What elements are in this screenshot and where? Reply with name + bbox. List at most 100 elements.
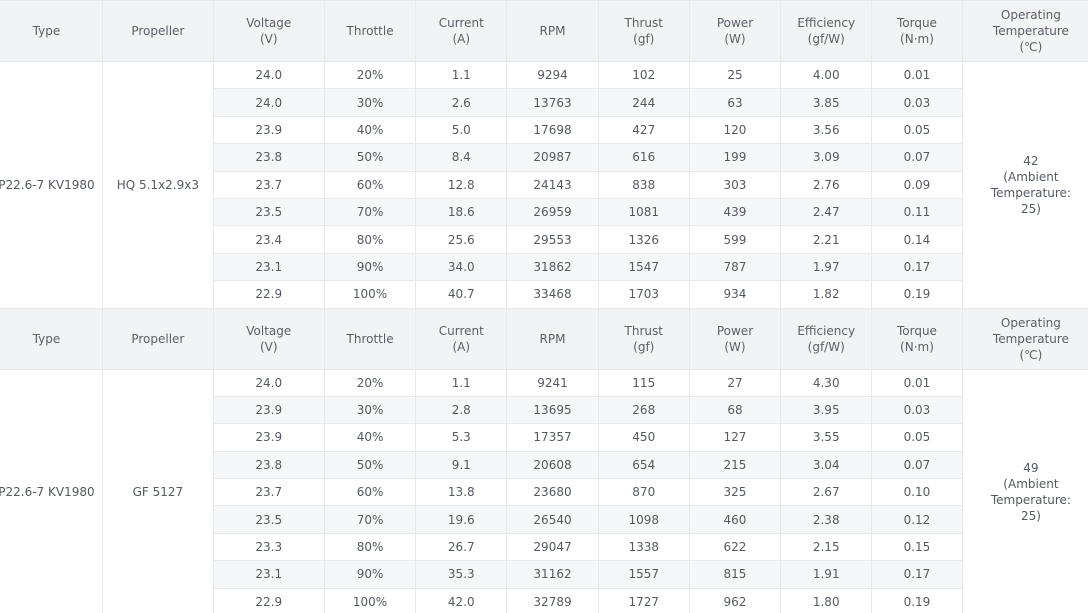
current-cell: 5.0 — [415, 115, 508, 145]
column-header-voltage: Voltage (V) — [212, 0, 325, 62]
rpm-cell: 24143 — [506, 170, 599, 199]
column-header-line: (gf) — [633, 339, 655, 354]
current-cell: 1.1 — [415, 60, 508, 90]
throttle-cell: 50% — [323, 143, 417, 172]
torque-cell: 0.10 — [871, 478, 963, 507]
thrust-cell: 1727 — [597, 587, 690, 613]
column-header-torque: Torque (N·m) — [871, 0, 963, 62]
column-header-throttle: Throttle — [323, 0, 417, 62]
current-cell: 40.7 — [415, 280, 508, 309]
column-header-line: (gf/W) — [807, 339, 845, 354]
table-row: 22.9 100% 42.0 32789 1727 962 1.80 0.19 — [0, 587, 1088, 613]
current-cell: 19.6 — [415, 505, 508, 534]
propeller-cell: GF 5127 — [101, 368, 214, 613]
column-header-line: Propeller — [131, 24, 185, 38]
thrust-cell: 838 — [597, 170, 690, 199]
column-header-line: Torque — [896, 323, 937, 338]
current-cell: 34.0 — [415, 252, 508, 282]
thrust-cell: 654 — [597, 450, 690, 480]
column-header-line: Throttle — [346, 331, 394, 346]
throttle-cell: 40% — [323, 423, 417, 452]
thrust-cell: 1703 — [597, 280, 690, 309]
rpm-cell: 29553 — [506, 225, 599, 254]
current-cell: 9.1 — [415, 450, 508, 480]
column-header-line: (A) — [452, 32, 471, 46]
voltage-cell: 23.7 — [212, 170, 325, 199]
efficiency-cell: 2.38 — [780, 505, 873, 534]
voltage-cell: 22.9 — [212, 587, 325, 613]
table-row: 24.0 30% 2.6 13763 244 63 3.85 0.03 — [0, 88, 1088, 117]
efficiency-cell: 2.21 — [780, 225, 873, 254]
throttle-cell: 20% — [323, 60, 417, 90]
throttle-cell: 40% — [323, 115, 417, 145]
power-cell: 63 — [688, 88, 782, 117]
rpm-cell: 29047 — [506, 532, 599, 562]
power-cell: 27 — [688, 368, 782, 397]
voltage-cell: 23.4 — [212, 225, 325, 254]
column-header-rpm: RPM — [506, 0, 599, 62]
column-header-torque: Torque (N·m) — [871, 307, 963, 370]
torque-cell: 0.03 — [871, 395, 963, 425]
efficiency-cell: 1.97 — [780, 252, 873, 282]
torque-cell: 0.12 — [871, 505, 963, 534]
table-row: 23.9 40% 5.3 17357 450 127 3.55 0.05 — [0, 423, 1088, 452]
column-header-line: (W) — [724, 339, 746, 354]
torque-cell: 0.01 — [871, 60, 963, 90]
thrust-cell: 427 — [597, 115, 690, 145]
thrust-cell: 870 — [597, 478, 690, 507]
rpm-cell: 13695 — [506, 395, 599, 425]
column-header-thrust: Thrust (gf) — [597, 307, 690, 370]
thrust-cell: 268 — [597, 395, 690, 425]
throttle-cell: 80% — [323, 225, 417, 254]
torque-cell: 0.17 — [871, 560, 963, 589]
column-header-line: Voltage — [246, 323, 292, 338]
temperature-line: 25) — [1020, 201, 1041, 216]
torque-cell: 0.19 — [871, 587, 963, 613]
voltage-cell: 23.3 — [212, 532, 325, 562]
power-cell: 325 — [688, 478, 782, 507]
thrust-cell: 450 — [597, 423, 690, 452]
table-row: 23.8 50% 9.1 20608 654 215 3.04 0.07 — [0, 450, 1088, 480]
table-row: 23.5 70% 18.6 26959 1081 439 2.47 0.11 — [0, 197, 1088, 227]
voltage-cell: 23.9 — [212, 115, 325, 145]
table-row: 23.7 60% 12.8 24143 838 303 2.76 0.09 — [0, 170, 1088, 199]
throttle-cell: 90% — [323, 560, 417, 589]
efficiency-cell: 3.55 — [780, 423, 873, 452]
throttle-cell: 70% — [323, 197, 417, 227]
column-header-current: Current (A) — [415, 307, 508, 370]
column-header-temperature: Operating Temperature (℃) — [961, 307, 1088, 370]
voltage-cell: 22.9 — [212, 280, 325, 309]
column-header-power: Power (W) — [688, 0, 782, 62]
temperature-line: Temperature: — [990, 493, 1071, 508]
rpm-cell: 13763 — [506, 88, 599, 117]
temperature-line: 49 — [1023, 461, 1039, 476]
temperature-line: 25) — [1020, 509, 1041, 524]
column-header-type: Type — [0, 0, 103, 62]
throttle-cell: 80% — [323, 532, 417, 562]
column-header-propeller: Propeller — [101, 307, 214, 370]
column-header-line: Temperature — [992, 331, 1069, 346]
efficiency-cell: 3.09 — [780, 143, 873, 172]
rpm-cell: 9241 — [506, 368, 599, 397]
operating-temperature-cell: 49 (Ambient Temperature: 25) — [961, 368, 1088, 613]
thrust-cell: 1098 — [597, 505, 690, 534]
voltage-cell: 24.0 — [212, 60, 325, 90]
current-cell: 5.3 — [415, 423, 508, 452]
column-header-line: (℃) — [1019, 347, 1043, 362]
power-cell: 962 — [688, 587, 782, 613]
column-header-line: Voltage — [246, 16, 292, 30]
rpm-cell: 17698 — [506, 115, 599, 145]
thrust-cell: 1557 — [597, 560, 690, 589]
power-cell: 127 — [688, 423, 782, 452]
voltage-cell: 23.5 — [212, 197, 325, 227]
efficiency-cell: 3.95 — [780, 395, 873, 425]
column-header-line: Power — [716, 323, 754, 338]
efficiency-cell: 4.00 — [780, 60, 873, 90]
motor-type-cell: P22.6-7 KV1980 — [0, 368, 103, 613]
table-row: 23.3 80% 26.7 29047 1338 622 2.15 0.15 — [0, 532, 1088, 562]
column-header-line: (℃) — [1019, 40, 1043, 54]
column-header-line: (A) — [452, 339, 471, 354]
table-row: 23.9 30% 2.8 13695 268 68 3.95 0.03 — [0, 395, 1088, 425]
thrust-cell: 1081 — [597, 197, 690, 227]
column-header-line: Temperature — [992, 24, 1069, 38]
